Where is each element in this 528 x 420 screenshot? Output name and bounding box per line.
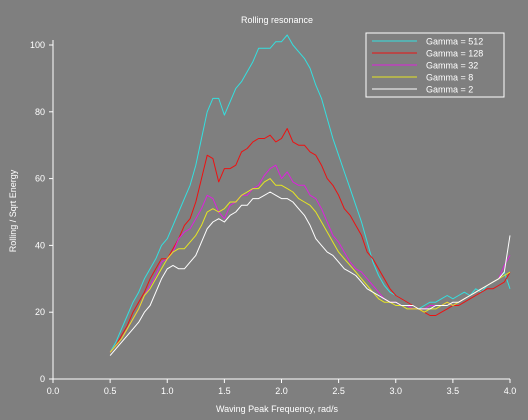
legend-label: Gamma = 512 xyxy=(426,37,483,47)
x-tick-label: 0.0 xyxy=(47,386,60,396)
x-tick-label: 3.5 xyxy=(447,386,460,396)
legend-label: Gamma = 32 xyxy=(426,61,478,71)
series-line-1 xyxy=(109,128,511,353)
x-tick-label: 1.0 xyxy=(161,386,174,396)
x-tick-label: 2.0 xyxy=(275,386,288,396)
y-tick-label: 0 xyxy=(40,374,45,384)
y-tick-label: 100 xyxy=(30,40,45,50)
y-tick-label: 20 xyxy=(35,307,45,317)
legend-label: Gamma = 8 xyxy=(426,73,473,83)
series-line-3 xyxy=(109,178,511,353)
legend-label: Gamma = 2 xyxy=(426,85,473,95)
y-axis-label: Rolling / Sqrt Energy xyxy=(8,169,18,252)
x-tick-label: 2.5 xyxy=(332,386,345,396)
y-tick-label: 80 xyxy=(35,107,45,117)
x-axis-label: Waving Peak Frequency, rad/s xyxy=(216,404,339,414)
series-line-2 xyxy=(109,164,511,353)
y-tick-label: 40 xyxy=(35,240,45,250)
x-ticks: 0.0 0.5 1.0 1.5 2.0 2.5 3.0 3.5 4.0 xyxy=(47,379,517,396)
legend: Gamma = 512 Gamma = 128 Gamma = 32 Gamma = … xyxy=(365,32,505,98)
series-line-0 xyxy=(109,34,511,353)
legend-label: Gamma = 128 xyxy=(426,49,483,59)
series-line-4 xyxy=(109,191,511,356)
x-tick-label: 1.5 xyxy=(218,386,231,396)
x-tick-label: 3.0 xyxy=(389,386,402,396)
series-lines xyxy=(109,34,511,356)
chart-title: Rolling resonance xyxy=(241,15,313,25)
x-tick-label: 0.5 xyxy=(104,386,117,396)
x-tick-label: 4.0 xyxy=(504,386,517,396)
y-ticks: 0 20 40 60 80 100 xyxy=(30,40,53,384)
y-tick-label: 60 xyxy=(35,174,45,184)
